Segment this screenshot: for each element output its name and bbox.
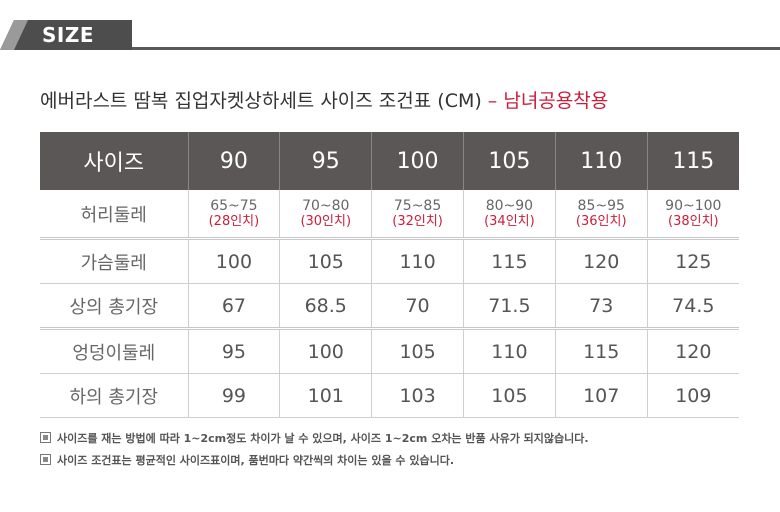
table-cell: 105 xyxy=(279,238,372,284)
waist-inch: (34인치) xyxy=(484,213,535,229)
table-cell: 110 xyxy=(462,328,556,374)
note-item: 사이즈를 재는 방법에 따라 1~2cm정도 차이가 날 수 있으며, 사이즈 … xyxy=(40,432,589,454)
table-row-bottom-length: 하의 총기장 99 101 103 105 107 109 xyxy=(40,373,739,418)
table-cell: 65~75 (28인치) xyxy=(187,190,280,240)
table-row-waist: 허리둘레 65~75 (28인치) 70~80 (30인치) 75~85 (32인치)… xyxy=(40,190,739,240)
table-cell: 110 xyxy=(371,238,464,284)
table-cell: 99 xyxy=(187,373,280,418)
waist-cm: 80~90 xyxy=(485,197,534,214)
row-label: 엉덩이둘레 xyxy=(40,328,188,374)
note-text: 사이즈를 재는 방법에 따라 1~2cm정도 차이가 날 수 있으며, 사이즈 … xyxy=(57,432,589,445)
title-accent: – 남녀공용착용 xyxy=(481,90,609,112)
row-label: 상의 총기장 xyxy=(40,283,188,330)
table-cell: 95 xyxy=(187,328,280,374)
waist-cm: 70~80 xyxy=(302,197,350,214)
waist-inch: (36인치) xyxy=(575,213,627,229)
table-cell: 70 xyxy=(371,283,464,330)
table-cell: 74.5 xyxy=(646,283,739,330)
page-title: 에버라스트 땀복 집업자켓상하세트 사이즈 조건표 (CM) – 남녀공용착용 xyxy=(40,86,608,113)
table-cell: 105 xyxy=(462,373,556,418)
table-cell: 107 xyxy=(554,373,648,418)
table-cell: 71.5 xyxy=(462,283,556,330)
table-cell: 67 xyxy=(187,283,280,330)
table-cell: 68.5 xyxy=(279,283,372,330)
waist-inch: (32인치) xyxy=(392,213,443,229)
table-cell: 103 xyxy=(371,373,464,418)
title-main: 에버라스트 땀복 집업자켓상하세트 사이즈 조건표 (CM) xyxy=(40,90,482,112)
header-size-label: 사이즈 xyxy=(40,132,188,190)
table-cell: 100 xyxy=(279,328,372,374)
note-item: 사이즈 조건표는 평균적인 사이즈표이며, 품번마다 약간씩의 차이는 있을 수… xyxy=(40,454,589,476)
size-chart-table: 사이즈 90 95 100 105 110 115 허리둘레 65~75 (28인… xyxy=(40,132,739,418)
table-cell: 115 xyxy=(462,238,556,284)
table-row-hip: 엉덩이둘레 95 100 105 110 115 120 xyxy=(40,328,739,374)
header-size: 90 xyxy=(187,132,280,190)
waist-cm: 90~100 xyxy=(665,197,722,214)
waist-inch: (30인치) xyxy=(300,213,352,229)
header-size: 110 xyxy=(554,132,648,190)
notes: 사이즈를 재는 방법에 따라 1~2cm정도 차이가 날 수 있으며, 사이즈 … xyxy=(40,432,589,476)
table-cell: 115 xyxy=(554,328,648,374)
header-size: 105 xyxy=(462,132,556,190)
table-cell: 105 xyxy=(371,328,464,374)
waist-inch: (38인치) xyxy=(668,213,719,229)
table-cell: 73 xyxy=(554,283,648,330)
row-label: 하의 총기장 xyxy=(40,373,188,418)
section-label: SIZE xyxy=(42,23,95,47)
header-size: 95 xyxy=(279,132,372,190)
table-row-chest: 가슴둘레 100 105 110 115 120 125 xyxy=(40,238,739,284)
table-cell: 125 xyxy=(646,238,739,284)
table-cell: 90~100 (38인치) xyxy=(646,190,739,240)
note-text: 사이즈 조건표는 평균적인 사이즈표이며, 품번마다 약간씩의 차이는 있을 수… xyxy=(57,454,455,467)
waist-inch: (28인치) xyxy=(208,213,260,229)
waist-cm: 75~85 xyxy=(393,197,442,214)
table-cell: 75~85 (32인치) xyxy=(371,190,464,240)
table-cell: 70~80 (30인치) xyxy=(279,190,372,240)
table-cell: 109 xyxy=(646,373,739,418)
header-size: 115 xyxy=(646,132,739,190)
table-header-row: 사이즈 90 95 100 105 110 115 xyxy=(40,132,739,190)
square-bullet-icon xyxy=(40,454,51,465)
table-cell: 100 xyxy=(187,238,280,284)
table-row-top-length: 상의 총기장 67 68.5 70 71.5 73 74.5 xyxy=(40,283,739,330)
table-cell: 85~95 (36인치) xyxy=(554,190,648,240)
table-cell: 120 xyxy=(646,328,739,374)
waist-cm: 65~75 xyxy=(210,197,258,214)
square-bullet-icon xyxy=(40,432,51,443)
waist-cm: 85~95 xyxy=(577,197,625,214)
section-divider xyxy=(132,47,780,50)
size-section-header: SIZE xyxy=(0,20,780,50)
row-label: 허리둘레 xyxy=(40,190,188,240)
table-cell: 101 xyxy=(279,373,372,418)
table-cell: 80~90 (34인치) xyxy=(462,190,556,240)
header-size: 100 xyxy=(371,132,464,190)
table-cell: 120 xyxy=(554,238,648,284)
row-label: 가슴둘레 xyxy=(40,238,188,284)
